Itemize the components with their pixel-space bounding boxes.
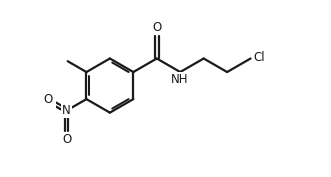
Text: Cl: Cl [254,51,265,64]
Text: O: O [152,21,162,34]
Text: O: O [43,93,52,106]
Text: NH: NH [171,73,188,86]
Text: O: O [62,133,71,146]
Text: N: N [62,104,71,117]
